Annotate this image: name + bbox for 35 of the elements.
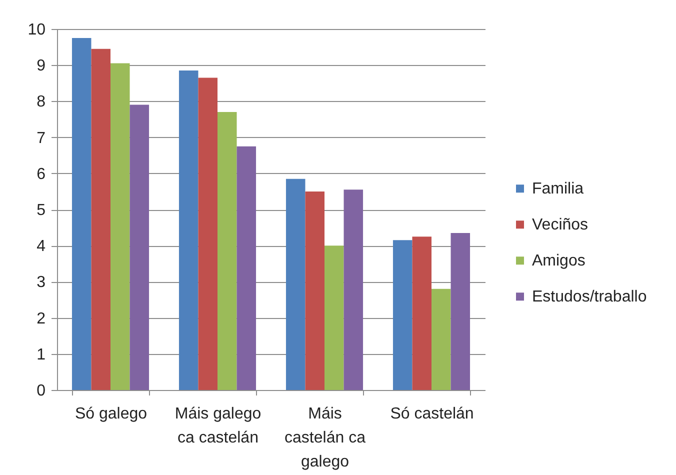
bar [110,63,130,390]
y-tick-label: 2 [36,310,46,328]
y-tick-label: 8 [36,94,46,111]
y-tick-label: 6 [36,166,46,183]
bar [198,78,218,390]
bar [450,232,470,390]
legend-label: Estudos/traballo [532,288,647,306]
x-tick-label: Só castelán [390,406,474,422]
y-tick-label: 0 [36,382,46,400]
bar [91,48,110,390]
y-tick-label: 3 [36,274,46,292]
legend-label: Amigos [532,252,586,270]
x-tick-label: Máis galego ca castelán [174,406,262,446]
bar [218,112,237,390]
y-tick-label: 9 [36,58,46,75]
bar [432,288,451,390]
x-tick-label: Só galego [74,406,148,422]
y-tick-label: 7 [36,130,46,147]
y-tick-label: 10 [28,22,46,38]
bar [286,178,306,390]
y-tick-label: 5 [36,202,46,219]
legend-label: Familia [532,180,584,198]
bar [236,146,256,390]
bar [324,246,344,390]
bar [412,236,432,390]
bar [344,190,364,390]
y-tick-label: 4 [36,238,46,256]
y-tick-label: 1 [36,346,46,364]
bar [392,240,412,390]
legend-label: Veciños [532,216,588,234]
bar [130,104,150,390]
x-tick-label: Máis castelán ca galego [284,406,366,470]
bar [305,191,324,390]
bar [72,38,92,390]
bar [178,70,198,390]
